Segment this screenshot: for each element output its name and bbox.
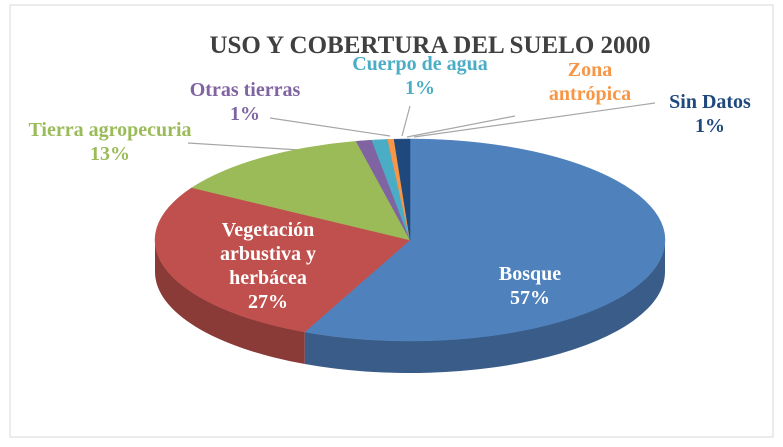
- leader-line: [269, 117, 391, 137]
- slice-label: Tierra agropecuria 13%: [20, 118, 200, 166]
- leader-line: [401, 105, 411, 137]
- slice: [154, 187, 411, 333]
- slice-side: [304, 240, 666, 374]
- category-label: Zona antrópica: [548, 59, 632, 105]
- category-label: Bosque: [498, 263, 562, 285]
- value-label: 27%: [248, 291, 288, 313]
- leader-line: [406, 115, 516, 138]
- slice-label: Sin Datos 1%: [655, 90, 765, 138]
- value-label: 1%: [695, 115, 725, 137]
- slice-label: Vegetación arbustiva y herbácea 27%: [188, 218, 348, 314]
- slice-label: Bosque 57%: [460, 262, 600, 310]
- value-label: 1%: [405, 77, 435, 99]
- category-label: Cuerpo de agua: [352, 53, 488, 75]
- value-label: 57%: [510, 287, 550, 309]
- slice-label: Cuerpo de agua 1%: [335, 52, 505, 100]
- slice-side: [155, 240, 305, 364]
- category-label: Sin Datos: [669, 91, 751, 113]
- category-label: Tierra agropecuria: [28, 119, 192, 141]
- category-label: Otras tierras: [189, 79, 301, 101]
- slice: [393, 138, 411, 241]
- leader-line: [187, 142, 301, 151]
- slice: [304, 138, 666, 342]
- leader-line: [413, 102, 656, 138]
- chart-title: USO Y COBERTURA DEL SUELO 2000: [209, 32, 651, 59]
- value-label: 13%: [90, 143, 130, 165]
- leader-lines: [187, 102, 656, 151]
- slice-label: Zona antrópica: [530, 58, 650, 106]
- slice-label: Otras tierras 1%: [170, 78, 320, 126]
- slice: [191, 141, 411, 241]
- value-label: 1%: [230, 103, 260, 125]
- category-label: Vegetación arbustiva y herbácea: [219, 219, 317, 289]
